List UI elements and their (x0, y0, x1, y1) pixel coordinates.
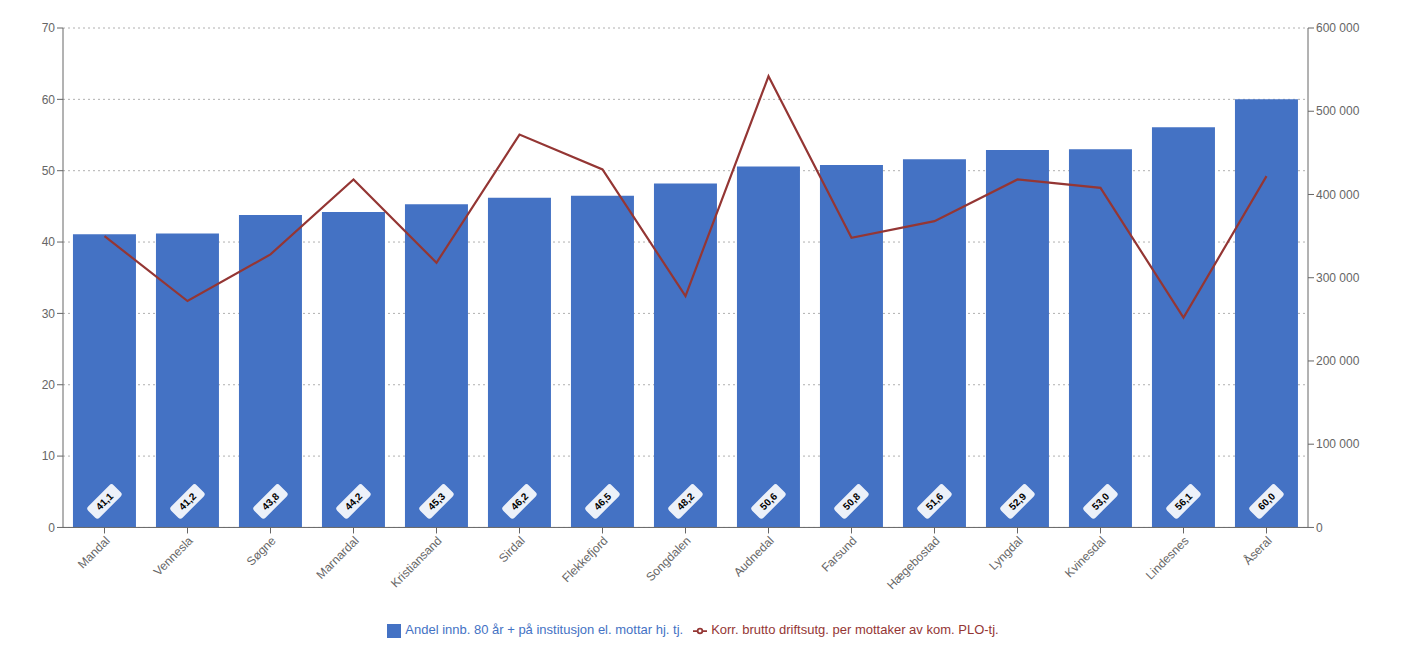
svg-text:30: 30 (42, 307, 56, 321)
svg-text:46,5: 46,5 (592, 490, 614, 512)
svg-text:50,8: 50,8 (841, 490, 863, 512)
svg-text:41,2: 41,2 (177, 490, 199, 512)
svg-text:0: 0 (1316, 521, 1323, 535)
svg-text:100 000: 100 000 (1316, 437, 1360, 451)
svg-text:50,6: 50,6 (758, 490, 780, 512)
svg-text:Audnedal: Audnedal (731, 534, 777, 580)
svg-text:45,3: 45,3 (426, 490, 448, 512)
svg-text:Flekkefjord: Flekkefjord (559, 534, 610, 585)
svg-text:48,2: 48,2 (675, 490, 697, 512)
svg-text:20: 20 (42, 378, 56, 392)
svg-text:51,6: 51,6 (924, 490, 946, 512)
svg-text:70: 70 (42, 21, 56, 35)
svg-text:200 000: 200 000 (1316, 354, 1360, 368)
svg-text:Lindesnes: Lindesnes (1143, 534, 1192, 583)
svg-text:60,0: 60,0 (1256, 490, 1278, 512)
svg-text:46,2: 46,2 (509, 490, 531, 512)
svg-text:Vennesla: Vennesla (151, 533, 196, 578)
svg-text:56,1: 56,1 (1173, 490, 1195, 512)
svg-text:500 000: 500 000 (1316, 104, 1360, 118)
svg-text:Åseral: Åseral (1240, 533, 1275, 568)
html-text:Korr. brutto driftsutg. per mo: Korr. brutto driftsutg. per mottaker av … (711, 622, 999, 638)
svg-text:Mandal: Mandal (75, 534, 113, 572)
svg-text:40: 40 (42, 235, 56, 249)
svg-text:Sirdal: Sirdal (496, 534, 528, 566)
svg-text:Marnardal: Marnardal (314, 534, 362, 582)
svg-text:400 000: 400 000 (1316, 188, 1360, 202)
svg-text:0: 0 (48, 521, 55, 535)
html-text:Andel innb. 80 år + på institu: Andel innb. 80 år + på institusjon el. m… (405, 622, 684, 638)
svg-text:53,0: 53,0 (1090, 490, 1112, 512)
svg-text:Hægebostad: Hægebostad (884, 534, 942, 592)
svg-text:50: 50 (42, 164, 56, 178)
svg-text:Kristiansand: Kristiansand (388, 534, 445, 591)
svg-text:600 000: 600 000 (1316, 21, 1360, 35)
svg-text:Farsund: Farsund (819, 534, 860, 575)
svg-text:10: 10 (42, 449, 56, 463)
svg-text:Søgne: Søgne (244, 533, 279, 568)
svg-text:Lyngdal: Lyngdal (986, 534, 1025, 573)
svg-text:Kvinesdal: Kvinesdal (1062, 534, 1109, 581)
svg-text:52,9: 52,9 (1007, 490, 1029, 512)
svg-text:Songdalen: Songdalen (643, 534, 693, 584)
svg-text:44,2: 44,2 (343, 490, 365, 512)
svg-text:300 000: 300 000 (1316, 271, 1360, 285)
svg-text:43,8: 43,8 (260, 490, 282, 512)
svg-text:41,1: 41,1 (94, 490, 116, 512)
svg-text:60: 60 (42, 93, 56, 107)
